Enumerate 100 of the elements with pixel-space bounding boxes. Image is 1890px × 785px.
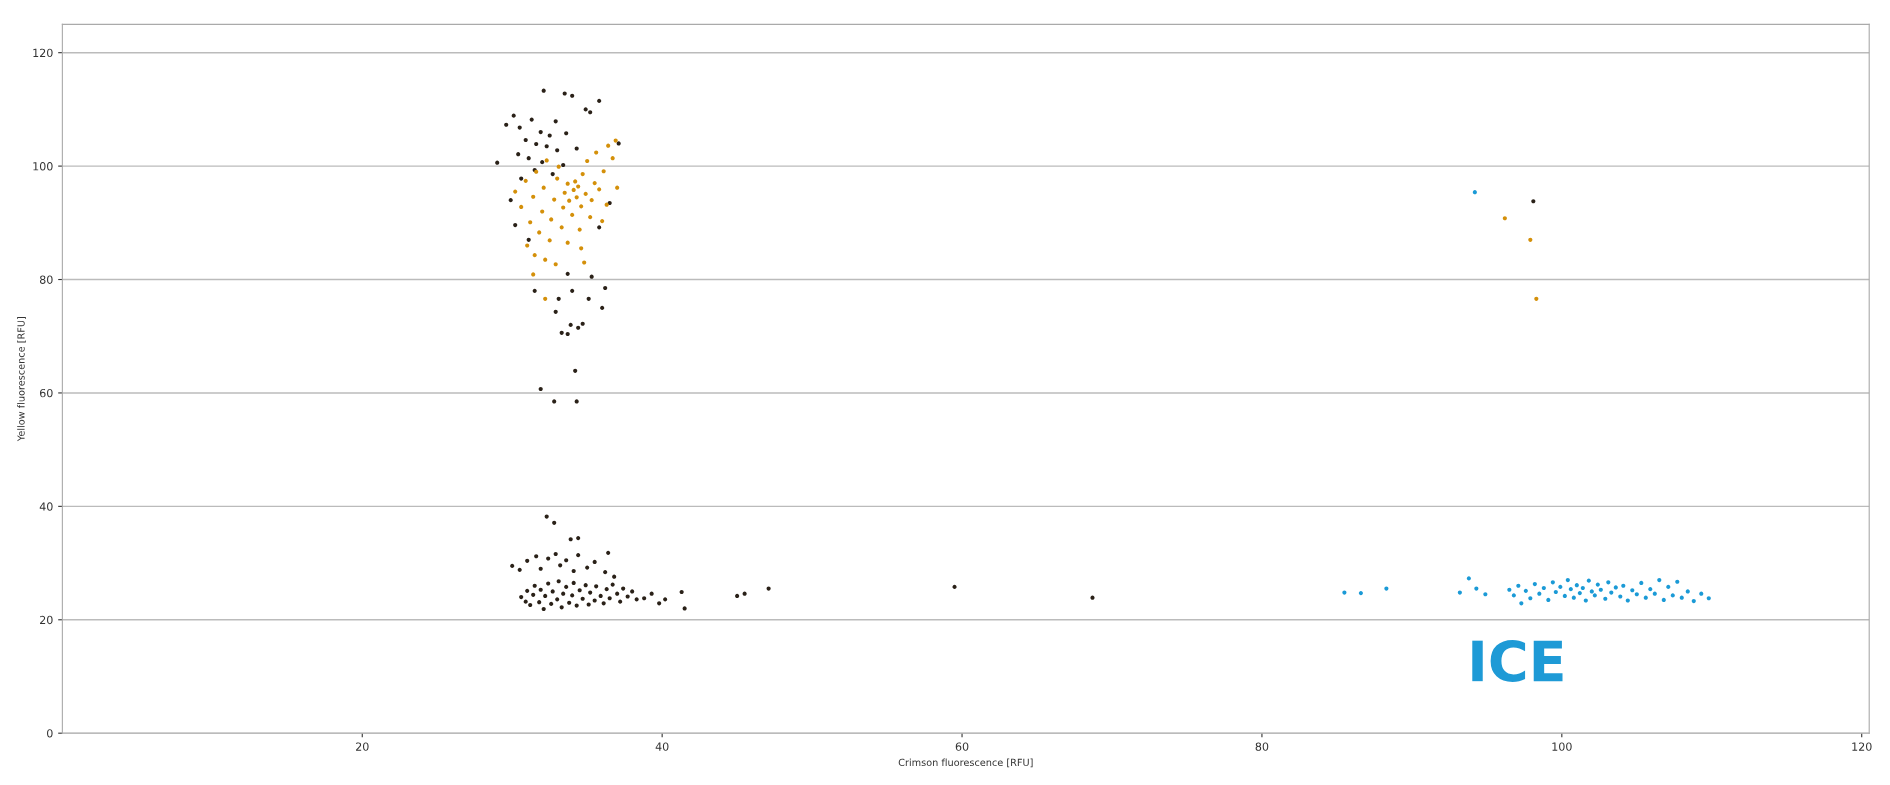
point xyxy=(579,204,584,209)
point xyxy=(1472,190,1477,195)
point xyxy=(555,176,560,181)
point xyxy=(1606,580,1611,585)
point xyxy=(525,243,530,248)
y-tick-label: 40 xyxy=(39,502,53,511)
point xyxy=(585,158,590,164)
point xyxy=(1589,589,1594,594)
point xyxy=(1558,584,1563,589)
point xyxy=(1666,584,1671,589)
point xyxy=(1502,216,1507,221)
point xyxy=(1586,578,1591,583)
point xyxy=(1648,587,1653,592)
point xyxy=(589,198,594,203)
x-tick-label: 60 xyxy=(955,742,969,751)
point xyxy=(592,181,597,186)
point xyxy=(1652,591,1657,596)
x-tick-label: 100 xyxy=(1552,742,1572,751)
point xyxy=(570,212,575,217)
point xyxy=(562,190,567,195)
point xyxy=(543,257,548,262)
point xyxy=(1550,580,1555,585)
point xyxy=(1643,595,1648,600)
point xyxy=(1562,593,1567,599)
y-axis-title: Yellow fluorescence [RFU] xyxy=(17,317,26,442)
point xyxy=(1618,594,1623,599)
y-tick-label: 20 xyxy=(40,615,53,625)
point xyxy=(594,150,599,155)
point xyxy=(1516,583,1521,588)
point xyxy=(1675,579,1680,584)
point xyxy=(576,184,581,189)
point xyxy=(543,296,548,301)
point xyxy=(1603,596,1608,601)
point xyxy=(565,240,570,245)
point xyxy=(1541,585,1546,591)
point xyxy=(1528,596,1533,601)
point xyxy=(1691,598,1696,604)
point xyxy=(1546,597,1551,603)
point xyxy=(1634,592,1639,597)
x-tick-label: 80 xyxy=(1255,742,1269,751)
point xyxy=(1483,592,1488,597)
point xyxy=(606,143,611,148)
point xyxy=(1670,593,1675,598)
point xyxy=(1699,591,1704,596)
point xyxy=(1571,595,1576,600)
point xyxy=(1565,577,1570,583)
point xyxy=(1621,583,1626,588)
point xyxy=(537,230,542,235)
point xyxy=(573,179,578,184)
point xyxy=(610,156,615,161)
point xyxy=(559,225,564,230)
point xyxy=(1528,237,1533,242)
point xyxy=(580,171,585,177)
point xyxy=(579,246,584,251)
point xyxy=(1679,595,1684,600)
point xyxy=(549,217,554,222)
point xyxy=(1532,581,1537,587)
y-tick-label: 80 xyxy=(39,275,53,284)
y-tick-label: 0 xyxy=(47,729,53,738)
point xyxy=(597,187,602,192)
x-tick-label: 120 xyxy=(1852,742,1872,751)
point xyxy=(523,178,528,183)
point xyxy=(571,187,576,193)
point xyxy=(1657,577,1662,583)
point xyxy=(583,191,588,196)
point xyxy=(582,260,587,265)
point xyxy=(600,219,605,224)
x-tick-label: 20 xyxy=(356,742,369,751)
y-tick-label: 100 xyxy=(33,162,53,171)
point xyxy=(1639,580,1644,585)
point xyxy=(1523,588,1528,593)
point xyxy=(565,181,570,186)
y-tick-label: 120 xyxy=(33,48,53,58)
point xyxy=(1568,587,1573,592)
point xyxy=(615,185,620,190)
point xyxy=(1511,593,1516,598)
point xyxy=(601,169,606,174)
point xyxy=(1706,596,1711,601)
point xyxy=(1613,585,1618,590)
point xyxy=(1466,576,1471,581)
point xyxy=(547,238,552,243)
point xyxy=(1598,587,1603,592)
point xyxy=(1553,589,1558,595)
point xyxy=(1537,591,1542,596)
point xyxy=(1625,598,1630,603)
point xyxy=(553,262,558,267)
point xyxy=(588,215,593,220)
point xyxy=(513,189,518,194)
point xyxy=(1507,587,1512,592)
point xyxy=(532,253,537,258)
x-axis-title: Crimson fluorescence [RFU] xyxy=(898,758,1033,768)
point xyxy=(556,164,561,169)
point xyxy=(528,220,533,225)
point xyxy=(1358,591,1363,596)
point xyxy=(1595,582,1600,587)
point xyxy=(1519,601,1524,606)
point xyxy=(1534,296,1539,301)
point xyxy=(1661,597,1666,603)
point xyxy=(1630,588,1635,593)
point xyxy=(531,194,536,199)
